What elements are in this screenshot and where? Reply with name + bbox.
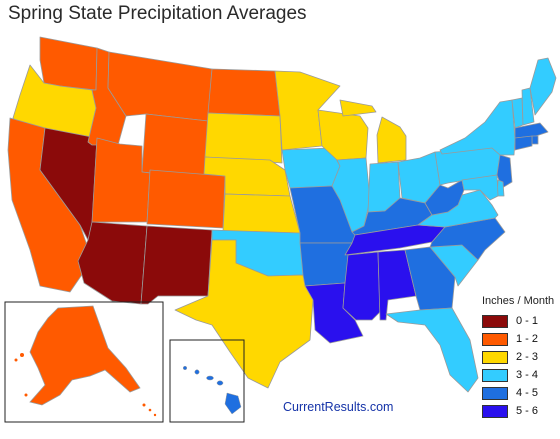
state-WY — [141, 113, 209, 179]
legend-item: 5 - 6 — [482, 402, 556, 420]
state-ND — [207, 68, 281, 117]
legend-swatch — [482, 386, 508, 400]
alaska-islands — [14, 353, 157, 417]
state-MI — [339, 99, 407, 164]
legend-swatch — [482, 314, 508, 328]
state-NY — [439, 99, 516, 156]
state-AK — [29, 305, 141, 406]
state-CT — [514, 135, 533, 151]
state-AR — [299, 242, 353, 287]
state-WA — [39, 36, 98, 91]
state-ME — [529, 57, 557, 116]
state-SD — [204, 112, 283, 164]
legend-swatch — [482, 332, 508, 346]
state-HI — [182, 365, 242, 415]
legend-title: Inches / Month — [482, 295, 555, 307]
legend-item: 4 - 5 — [482, 384, 556, 402]
legend-label: 1 - 2 — [516, 333, 539, 345]
alaska-inset-frame — [4, 301, 164, 423]
state-FL — [385, 307, 479, 393]
legend-label: 3 - 4 — [516, 369, 539, 381]
legend-label: 2 - 3 — [516, 351, 539, 363]
legend-item: 1 - 2 — [482, 330, 556, 348]
legend-swatch — [482, 404, 508, 418]
legend-swatch — [482, 350, 508, 364]
state-MS — [342, 251, 381, 321]
state-NH — [521, 87, 535, 126]
state-NM — [140, 225, 213, 305]
state-MA — [514, 122, 549, 139]
legend-item: 0 - 1 — [482, 312, 556, 330]
state-CO — [146, 169, 226, 229]
state-UT — [91, 137, 151, 223]
state-KS — [222, 193, 301, 234]
legend-item: 2 - 3 — [482, 348, 556, 366]
state-RI — [531, 135, 539, 145]
legend-item: 3 - 4 — [482, 366, 556, 384]
legend-label: 5 - 6 — [516, 405, 539, 417]
state-MT — [107, 51, 213, 122]
legend-swatch — [482, 368, 508, 382]
map-title: Spring State Precipitation Averages — [8, 3, 307, 24]
state-TX — [174, 239, 314, 389]
legend-label: 0 - 1 — [516, 315, 539, 327]
state-NJ — [496, 154, 513, 189]
hawaii-inset-frame — [169, 339, 245, 423]
legend-label: 4 - 5 — [516, 387, 539, 399]
state-MD — [461, 174, 499, 201]
source-credit: CurrentResults.com — [283, 400, 394, 414]
map-legend: Inches / Month 0 - 1 1 - 2 2 - 3 3 - 4 4 - 5… — [482, 295, 556, 420]
